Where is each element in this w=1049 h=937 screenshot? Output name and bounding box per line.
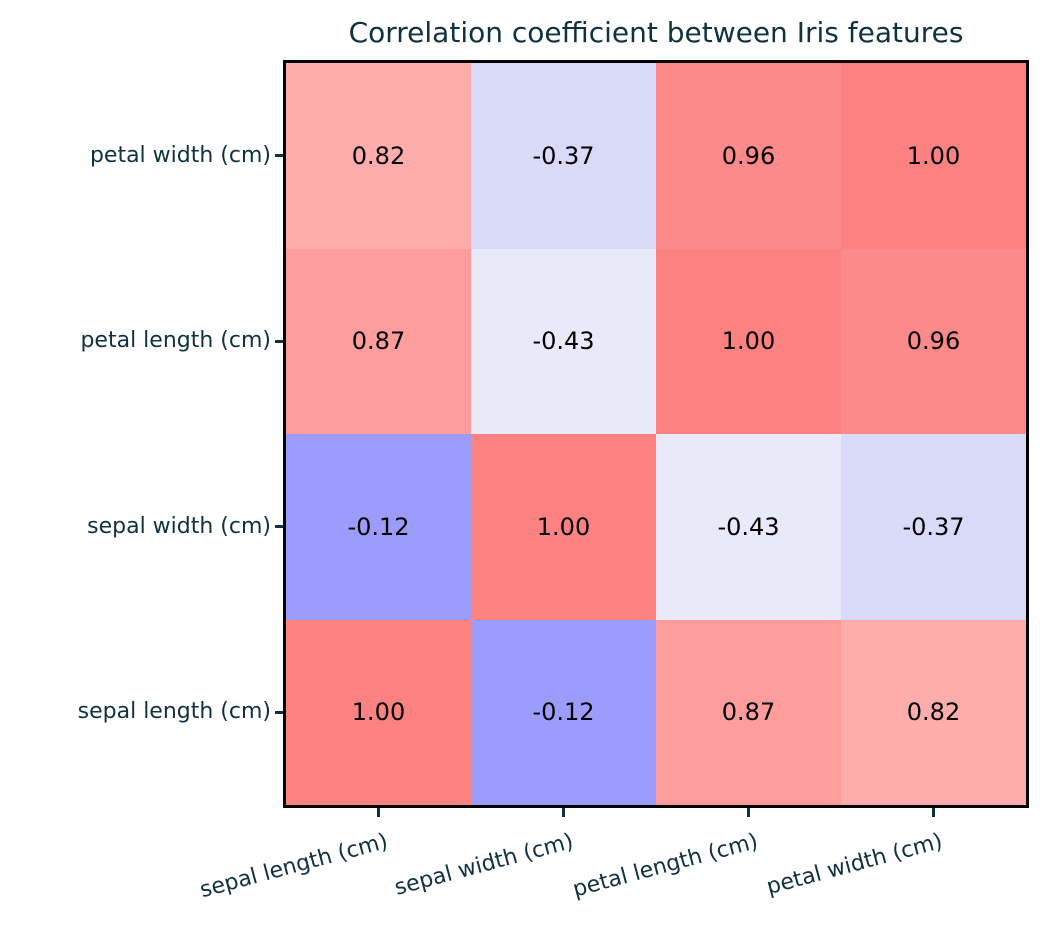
x-tick-label: petal length (cm) [570,829,761,903]
heatmap-cell: 1.00 [286,619,471,805]
x-tick-label: sepal width (cm) [391,829,576,901]
heatmap-cell: 0.82 [841,619,1026,805]
heatmap-cell: 0.87 [286,248,471,434]
y-tick-mark [275,525,283,529]
heatmap-cell: 0.96 [841,248,1026,434]
cell-value-label: 0.87 [721,698,776,727]
cell-value-label: 0.96 [721,141,776,170]
y-tick-label: petal width (cm) [89,142,271,168]
cell-value-label: 1.00 [351,698,406,727]
heatmap-cell: -0.12 [471,619,656,805]
heatmap-cell: 0.96 [656,63,841,249]
y-tick-label: sepal length (cm) [77,699,271,725]
heatmap-cell: -0.43 [656,434,841,620]
cell-value-label: 1.00 [906,141,961,170]
cell-value-label: 1.00 [721,327,776,356]
heatmap-cell: 1.00 [471,434,656,620]
x-tick-mark [562,808,565,817]
cell-value-label: 0.82 [351,141,406,170]
heatmap-cell: -0.43 [471,248,656,434]
y-tick-mark [275,710,283,714]
x-tick-label: petal width (cm) [764,829,946,901]
cell-value-label: -0.37 [532,141,595,170]
cell-value-label: 0.82 [906,698,961,727]
heatmap-cell: -0.37 [471,63,656,249]
heatmap-axes: 0.82 -0.37 0.96 1.00 0.87 -0.43 1.00 0.96 -0.12 1… [283,60,1029,808]
y-tick-label: sepal width (cm) [87,513,271,539]
cell-value-label: -0.43 [532,327,595,356]
cell-value-label: -0.43 [717,512,780,541]
cell-value-label: 0.87 [351,327,406,356]
y-tick-mark [275,339,283,343]
x-tick-mark [377,808,380,817]
heatmap-cell: 1.00 [656,248,841,434]
chart-title: Correlation coefficient between Iris fea… [348,16,964,49]
heatmap-cell: 0.82 [286,63,471,249]
heatmap-cell: 1.00 [841,63,1026,249]
cell-value-label: -0.37 [902,512,965,541]
y-tick-label: petal length (cm) [80,328,271,354]
heatmap-cell: -0.12 [286,434,471,620]
cell-value-label: -0.12 [532,698,595,727]
cell-value-label: 0.96 [906,327,961,356]
cell-value-label: 1.00 [536,512,591,541]
y-tick-mark [275,154,283,158]
heatmap-cell: 0.87 [656,619,841,805]
cell-value-label: -0.12 [347,512,410,541]
x-tick-mark [932,808,935,817]
x-tick-label: sepal length (cm) [197,829,391,904]
heatmap-cell: -0.37 [841,434,1026,620]
x-tick-mark [747,808,750,817]
